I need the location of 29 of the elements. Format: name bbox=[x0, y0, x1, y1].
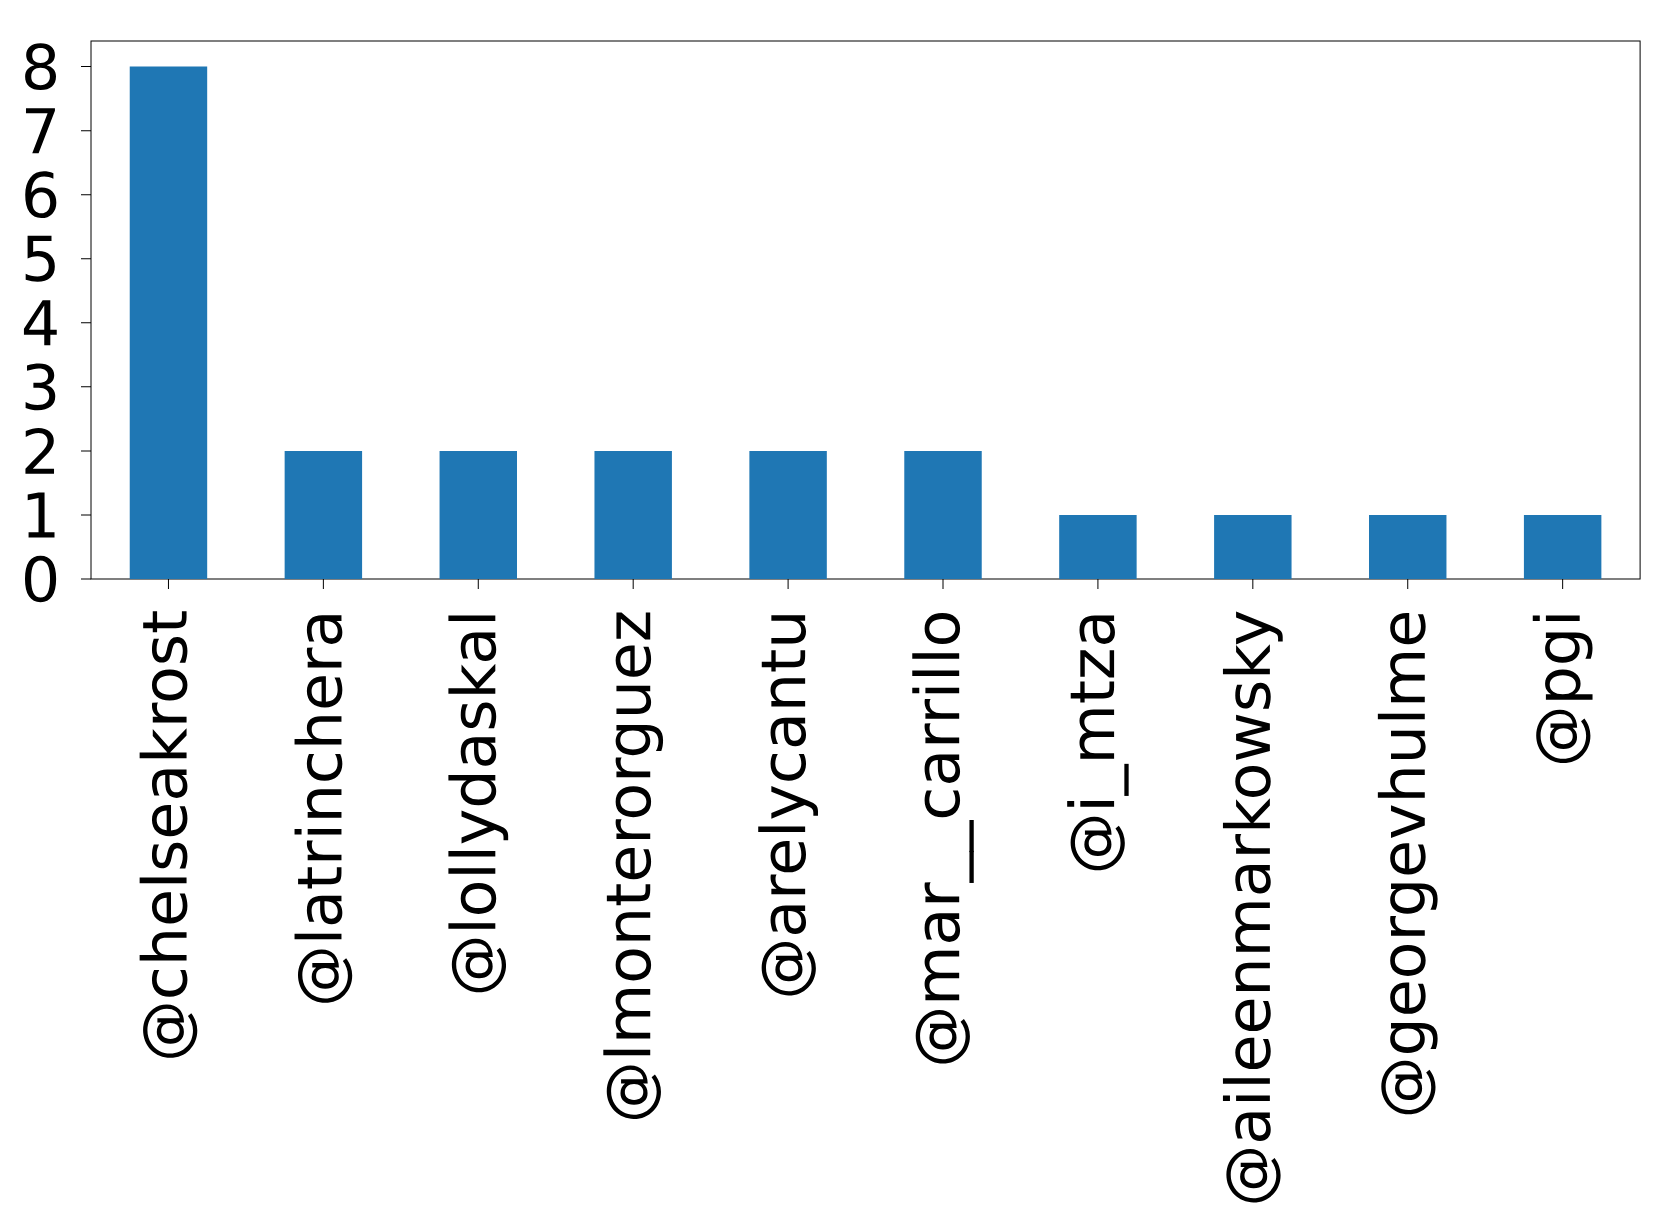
x-tick-label: @georgevhulme bbox=[1377, 612, 1438, 1115]
bar bbox=[284, 450, 363, 579]
bar bbox=[1523, 514, 1602, 579]
y-tick-label: 4 bbox=[23, 300, 57, 346]
bar bbox=[1369, 514, 1447, 579]
x-tick-label: @lollydaskal bbox=[448, 615, 509, 993]
y-tick-label: 0 bbox=[25, 555, 57, 603]
x-tick-label: @latrinchera bbox=[294, 615, 353, 1003]
x-tick-label: @arelycantu bbox=[758, 615, 818, 996]
y-tick-label: 6 bbox=[25, 171, 57, 219]
x-tick-label: @mar__carrillo bbox=[912, 613, 974, 1064]
x-tick-label: @lmonterorguez bbox=[603, 612, 664, 1119]
bar bbox=[749, 450, 827, 579]
y-tick-label: 1 bbox=[27, 492, 55, 538]
y-tick-label: 5 bbox=[25, 235, 55, 282]
y-tick-label: 3 bbox=[25, 363, 56, 411]
bar bbox=[1059, 514, 1137, 579]
bar bbox=[594, 450, 672, 579]
y-tick-label: 7 bbox=[25, 108, 55, 154]
bar bbox=[439, 450, 517, 579]
x-tick-label: @i_mtza bbox=[1067, 615, 1129, 871]
bar bbox=[1214, 514, 1292, 579]
bar bbox=[129, 66, 208, 579]
x-tick-label: @chelseakrost bbox=[139, 611, 198, 1058]
y-tick-label: 8 bbox=[25, 43, 56, 90]
x-tick-label: @aileenmarkowsky bbox=[1222, 611, 1283, 1203]
x-tick-label: @pgi bbox=[1532, 615, 1593, 764]
bar bbox=[904, 450, 982, 579]
y-tick-label: 2 bbox=[25, 427, 55, 474]
